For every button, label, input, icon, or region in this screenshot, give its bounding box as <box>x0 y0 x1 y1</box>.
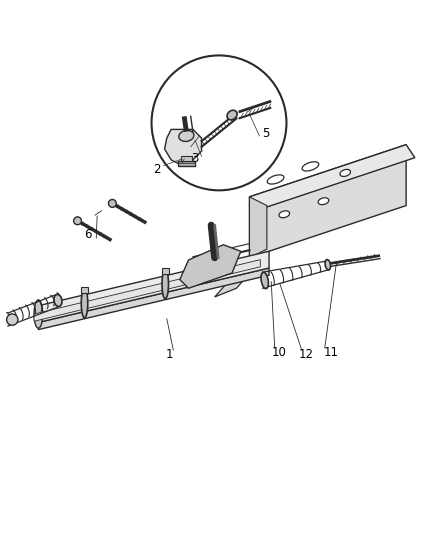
Circle shape <box>7 314 18 325</box>
Ellipse shape <box>261 272 268 288</box>
Ellipse shape <box>179 131 194 141</box>
Text: 11: 11 <box>324 346 339 359</box>
Ellipse shape <box>318 198 329 205</box>
Polygon shape <box>39 251 269 322</box>
Circle shape <box>152 55 286 190</box>
Ellipse shape <box>34 300 43 328</box>
Polygon shape <box>39 268 269 329</box>
Ellipse shape <box>74 217 81 225</box>
Text: 12: 12 <box>299 348 314 361</box>
Polygon shape <box>165 130 201 164</box>
Polygon shape <box>81 287 88 293</box>
Polygon shape <box>181 156 192 161</box>
Text: 1: 1 <box>165 348 173 361</box>
Text: 3: 3 <box>191 152 199 165</box>
Polygon shape <box>250 144 406 258</box>
Polygon shape <box>180 245 241 288</box>
Ellipse shape <box>340 169 350 176</box>
Text: 5: 5 <box>262 127 270 140</box>
Ellipse shape <box>325 260 331 270</box>
Ellipse shape <box>267 175 284 184</box>
Ellipse shape <box>109 199 116 207</box>
Ellipse shape <box>302 162 319 171</box>
Ellipse shape <box>279 211 290 217</box>
Ellipse shape <box>81 288 88 318</box>
Text: 10: 10 <box>272 346 286 359</box>
Ellipse shape <box>227 110 237 120</box>
Polygon shape <box>215 249 271 297</box>
Ellipse shape <box>162 270 169 298</box>
Polygon shape <box>250 144 415 210</box>
Ellipse shape <box>54 294 62 306</box>
Text: 2: 2 <box>153 163 161 175</box>
Text: 6: 6 <box>84 228 91 241</box>
Polygon shape <box>250 197 267 258</box>
Polygon shape <box>162 268 169 273</box>
Polygon shape <box>34 260 260 321</box>
Polygon shape <box>178 161 195 166</box>
